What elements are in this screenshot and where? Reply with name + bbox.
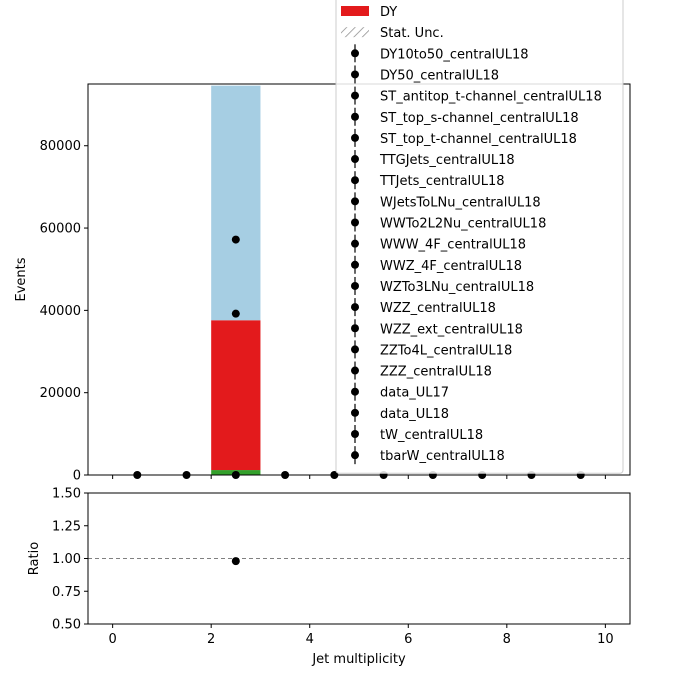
- stack-bar-2: [211, 85, 261, 321]
- legend-label-7: TTGJets_centralUL18: [379, 153, 515, 168]
- legend-label-20: tW_centralUL18: [380, 428, 483, 443]
- ratio-ytick-label-3: 1.25: [52, 519, 81, 534]
- legend-label-2: DY10to50_centralUL18: [380, 47, 529, 62]
- ratio-xtick-label-0: 0: [108, 632, 116, 647]
- main-ytick-label-2: 40000: [40, 304, 81, 319]
- stack-bar-1: [211, 320, 261, 471]
- legend: DY Stat. Unc. DY10to50_centralUL18 DY50_cen…: [335, 0, 624, 474]
- legend-marker-10: [351, 218, 359, 227]
- legend-label-3: DY50_centralUL18: [380, 68, 499, 83]
- legend-label-9: WJetsToLNu_centralUL18: [380, 195, 541, 210]
- ratio-ytick-label-0: 0.50: [52, 618, 81, 633]
- ratio-xtick-label-2: 4: [306, 632, 314, 647]
- ratio-ylabel: Ratio: [27, 542, 42, 575]
- legend-label-13: WZTo3LNu_centralUL18: [380, 280, 534, 295]
- legend-marker-15: [351, 324, 359, 333]
- legend-label-6: ST_top_t-channel_centralUL18: [380, 132, 577, 147]
- main-ytick-label-1: 20000: [40, 386, 81, 401]
- legend-marker-18: [351, 387, 359, 396]
- legend-label-0: DY: [380, 5, 397, 20]
- legend-marker-6: [351, 133, 359, 142]
- legend-marker-21: [351, 451, 359, 460]
- legend-marker-4: [351, 91, 359, 100]
- main-ytick-label-3: 60000: [40, 222, 81, 237]
- legend-swatch-0: [341, 6, 369, 16]
- legend-label-4: ST_antitop_t-channel_centralUL18: [380, 90, 602, 105]
- main-ytick-label-0: 0: [73, 469, 81, 484]
- legend-marker-7: [351, 155, 359, 164]
- legend-label-12: WWZ_4F_centralUL18: [380, 259, 522, 274]
- legend-swatch-1: [341, 27, 369, 38]
- ratio-xlabel: Jet multiplicity: [311, 652, 406, 667]
- legend-label-11: WWW_4F_centralUL18: [380, 238, 526, 253]
- ratio-xtick-label-5: 10: [597, 632, 614, 647]
- ratio-ytick-label-1: 0.75: [52, 585, 81, 600]
- ratio-ytick-label-2: 1.00: [52, 552, 81, 567]
- legend-label-21: tbarW_centralUL18: [380, 449, 505, 464]
- ratio-xtick-label-3: 6: [404, 632, 412, 647]
- legend-box: [335, 0, 624, 474]
- data-point-4: [231, 235, 240, 244]
- legend-marker-17: [351, 366, 359, 375]
- legend-label-5: ST_top_s-channel_centralUL18: [380, 111, 579, 126]
- legend-label-15: WZZ_ext_centralUL18: [380, 322, 523, 337]
- legend-marker-20: [351, 430, 359, 438]
- main-ylabel: Events: [14, 257, 29, 301]
- legend-label-14: WZZ_centralUL18: [380, 301, 496, 316]
- ratio-axes-frame: [87, 492, 631, 625]
- main-ytick-label-4: 80000: [40, 139, 81, 154]
- legend-marker-12: [351, 260, 359, 269]
- legend-label-1: Stat. Unc.: [380, 26, 444, 41]
- ratio-xtick-label-4: 8: [503, 632, 511, 647]
- legend-label-18: data_UL17: [380, 386, 449, 401]
- legend-label-19: data_UL18: [380, 407, 449, 422]
- main-panel: 0 20000 40000 60000 80000 Events: [14, 83, 631, 484]
- legend-marker-16: [351, 345, 359, 354]
- legend-label-17: ZZZ_centralUL18: [380, 365, 492, 380]
- legend-label-16: ZZTo4L_centralUL18: [380, 343, 512, 358]
- ratio-ytick-label-4: 1.50: [52, 487, 81, 502]
- legend-marker-11: [351, 239, 359, 248]
- legend-marker-5: [351, 112, 359, 121]
- legend-marker-2: [351, 49, 359, 58]
- data-point-3: [231, 309, 240, 318]
- legend-marker-9: [351, 197, 359, 206]
- legend-marker-3: [351, 70, 359, 79]
- legend-marker-14: [351, 303, 359, 312]
- legend-marker-19: [351, 408, 359, 417]
- ratio-xtick-label-1: 2: [207, 632, 215, 647]
- legend-label-10: WWTo2L2Nu_centralUL18: [380, 217, 546, 232]
- legend-marker-13: [351, 281, 359, 290]
- ratio-point-0: [231, 557, 240, 566]
- ratio-panel: 0.50 0.75 1.00 1.25 1.50 0 2 4 6 8 10 Jet multiplic…: [27, 487, 631, 667]
- legend-label-8: TTJets_centralUL18: [379, 174, 505, 189]
- legend-marker-8: [351, 176, 359, 185]
